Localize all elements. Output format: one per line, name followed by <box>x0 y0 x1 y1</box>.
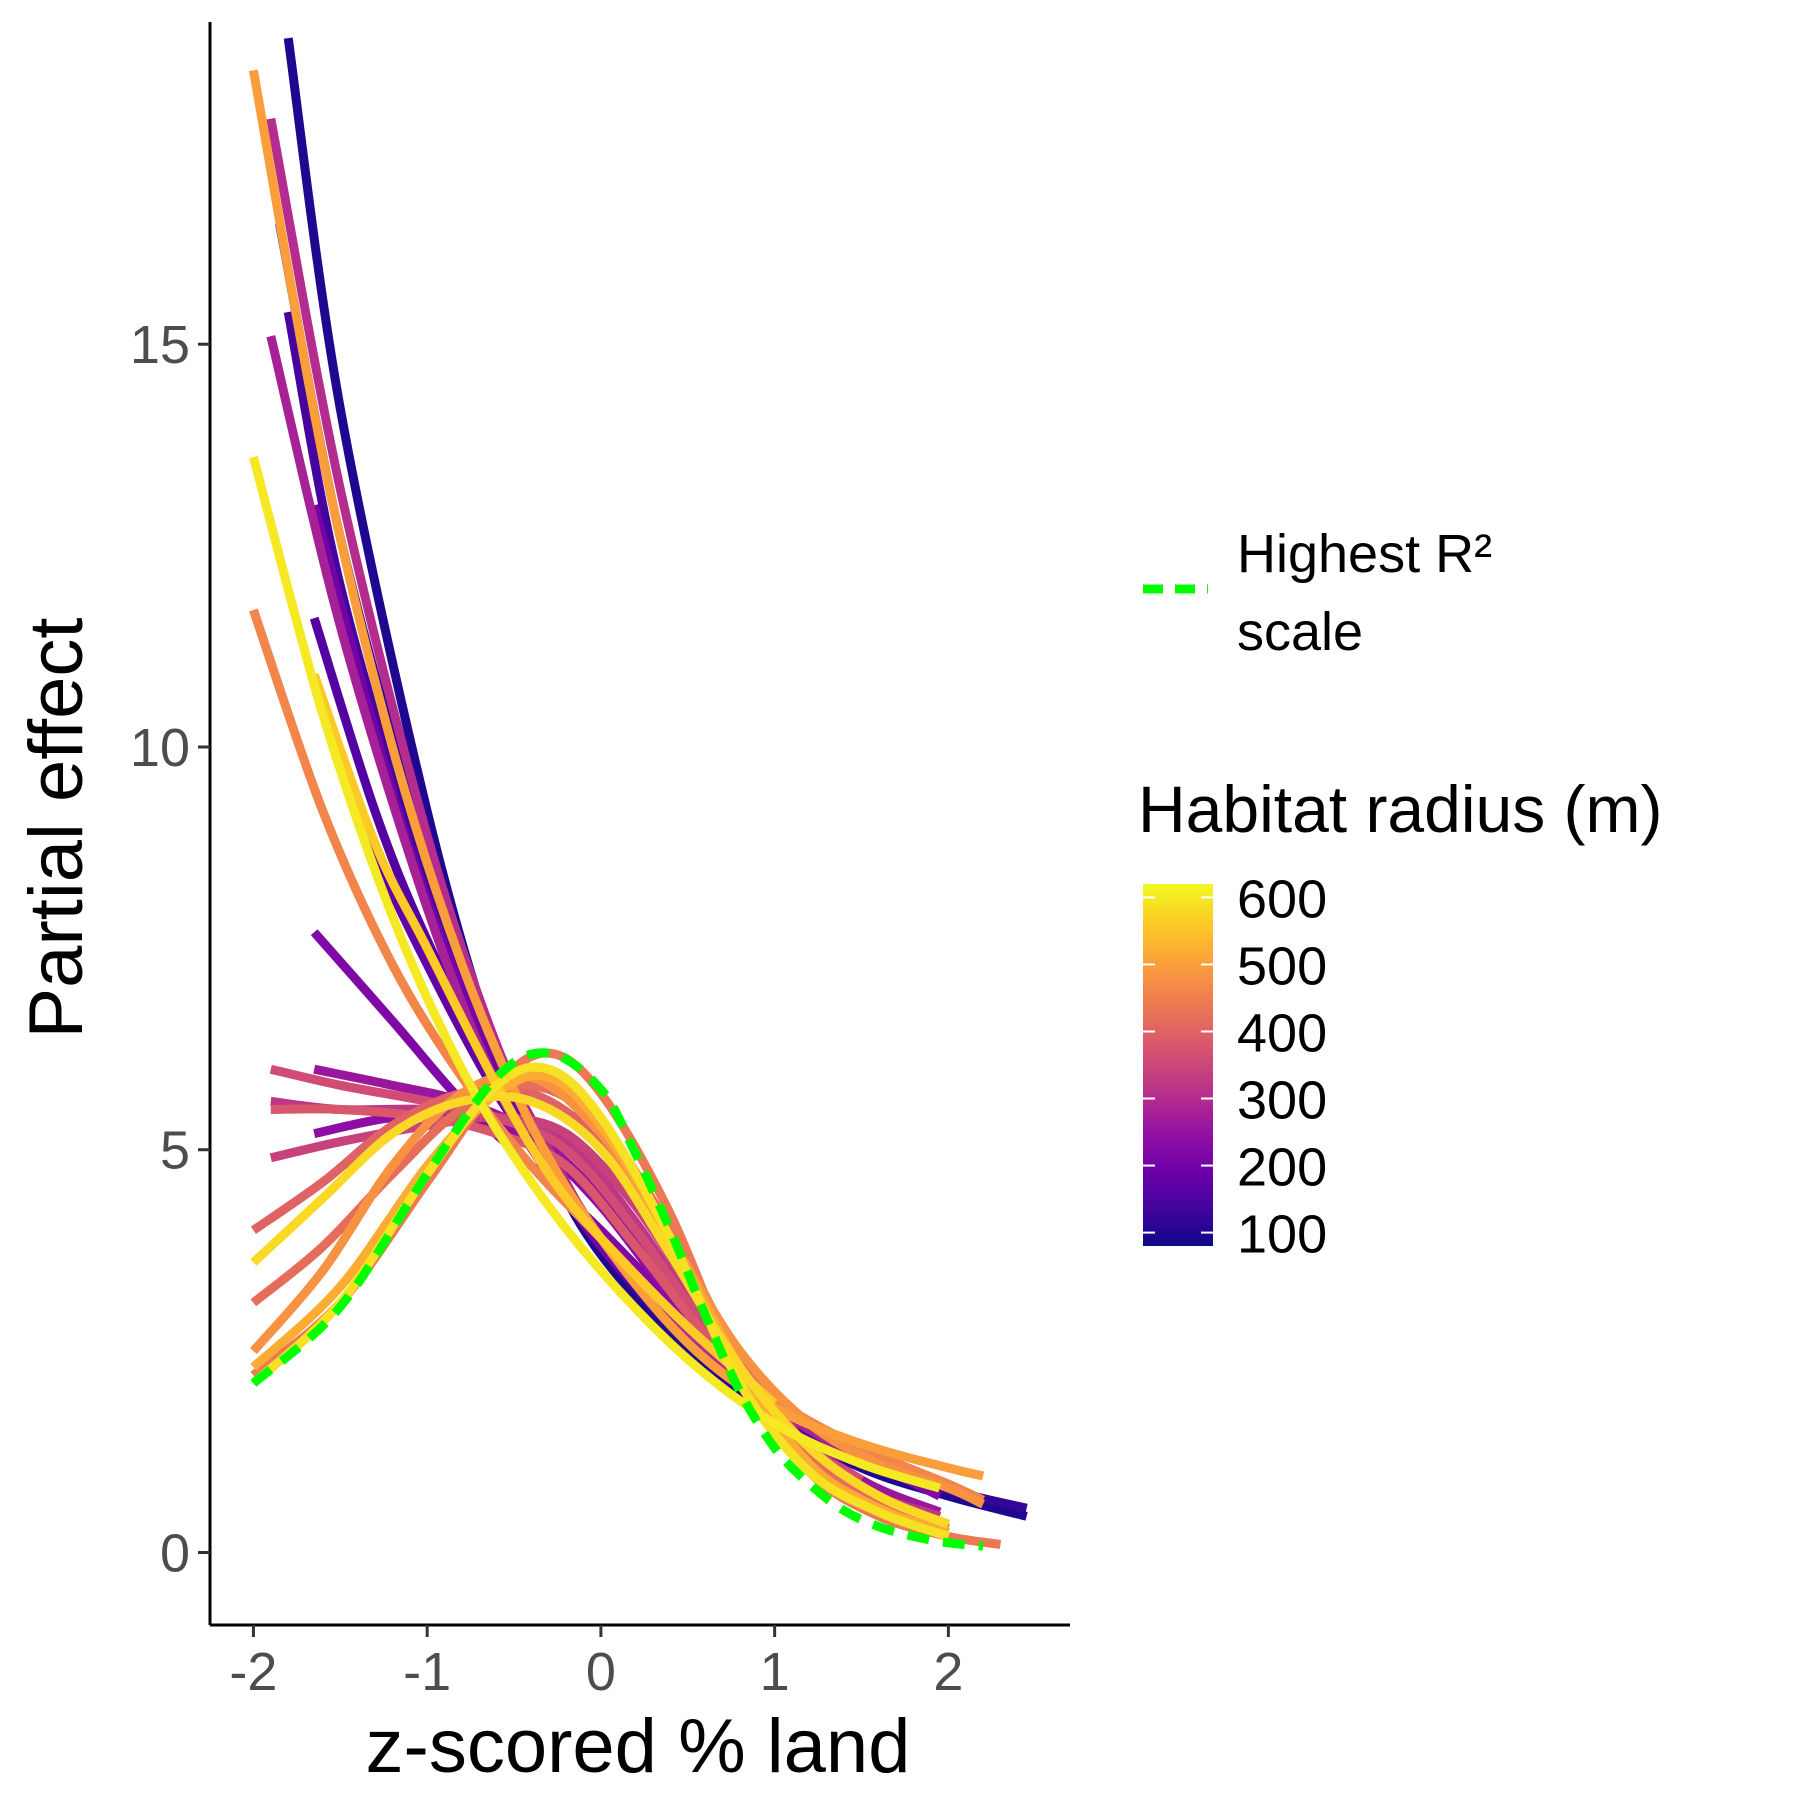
series-line-radius-600 <box>249 455 942 1493</box>
y-ticks: 0 5 10 15 <box>130 315 210 1584</box>
series-line-radius-590 <box>250 1062 950 1541</box>
y-tick-label: 5 <box>160 1121 190 1181</box>
x-axis-title: z-scored % land <box>366 1704 911 1789</box>
colorbar-tick-label: 400 <box>1237 1003 1327 1063</box>
colorbar-ticks: 100 200 300 400 500 600 <box>1143 869 1327 1265</box>
x-tick-label: 2 <box>933 1642 963 1702</box>
x-tick-label: -2 <box>229 1642 277 1702</box>
x-tick-label: 0 <box>586 1642 616 1702</box>
legend-highest-r2-label-line2: scale <box>1237 602 1363 662</box>
colorbar-tick-label: 600 <box>1237 869 1327 929</box>
y-tick-label: 0 <box>160 1524 190 1584</box>
highest-r2-line-layer <box>250 1048 984 1551</box>
colorbar <box>1143 884 1213 1246</box>
legend: Highest R² scale Habitat radius (m) 100 2… <box>1138 524 1663 1265</box>
colorbar-title: Habitat radius (m) <box>1138 772 1663 846</box>
x-tick-label: -1 <box>403 1642 451 1702</box>
x-tick-label: 1 <box>760 1642 790 1702</box>
y-axis-title: Partial effect <box>14 617 99 1038</box>
highest-r2-line <box>250 1048 984 1551</box>
series-line-radius-560 <box>309 672 778 1407</box>
colorbar-tick-label: 500 <box>1237 936 1327 996</box>
y-tick-label: 15 <box>130 315 190 375</box>
series-line-radius-460 <box>249 608 985 1505</box>
plot-lines <box>248 37 1028 1549</box>
colorbar-tick-label: 300 <box>1237 1071 1327 1131</box>
colorbar-tick-label: 100 <box>1237 1205 1327 1265</box>
legend-highest-r2-label-line1: Highest R² <box>1237 524 1492 584</box>
x-ticks: -2 -1 0 1 2 <box>229 1625 963 1702</box>
series-line-radius-580 <box>250 1091 951 1529</box>
colorbar-tick-label: 200 <box>1237 1138 1327 1198</box>
series-line-radius-500 <box>248 69 985 1481</box>
y-tick-label: 10 <box>130 718 190 778</box>
